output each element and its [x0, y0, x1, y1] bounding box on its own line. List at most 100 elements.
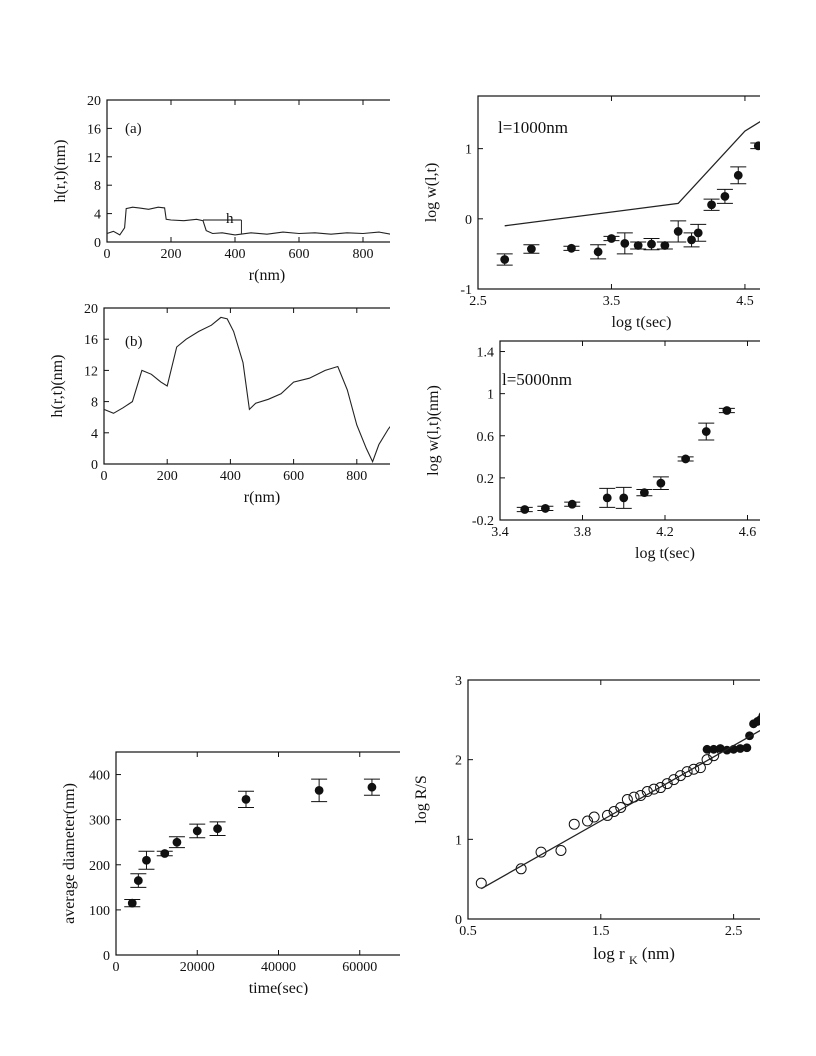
data-point: [127, 898, 137, 908]
x-tick-label: 2.5: [725, 924, 743, 939]
data-point: [668, 774, 680, 786]
x-tick-label: 20000: [180, 960, 215, 975]
y-axis-title: log w(l,t)(nm): [425, 385, 442, 476]
data-point: [648, 783, 660, 795]
data-point: [540, 504, 550, 513]
chart-e-svg: 0200004000060000800000100200300400time(s…: [61, 751, 459, 997]
data-point: [647, 239, 656, 249]
x-axis-title-main: log r: [593, 944, 629, 963]
x-axis-title: r(nm): [244, 489, 280, 506]
series-line: [480, 707, 801, 890]
annotation-label: l=1000nm: [498, 118, 568, 137]
panel-label: (b): [125, 334, 143, 350]
y-tick-label: 4: [94, 208, 101, 223]
series-line: [106, 206, 428, 237]
x-tick-label: 40000: [261, 960, 296, 975]
y-tick-label: 4: [91, 427, 98, 442]
x-tick-label: 600: [289, 247, 310, 262]
y-tick-label: 1: [455, 833, 462, 848]
data-point: [753, 141, 763, 151]
chart-c: 2.5 3.5 4.5 -1 0 1 log t(sec) log w(l,t) l=1000n…: [410, 88, 807, 333]
data-point: [367, 782, 377, 792]
x-axis-title: log r K (nm): [593, 944, 675, 965]
y-axis-title: h(r,t)(nm): [52, 140, 69, 203]
y-tick-label: 0: [465, 213, 472, 228]
plot-frame: [106, 99, 428, 243]
x-tick-label: 3.4: [491, 525, 509, 540]
y-tick-label: 0: [455, 913, 462, 928]
data-point: [526, 244, 536, 254]
y-tick-label: 8: [91, 396, 98, 411]
data-point: [567, 499, 577, 509]
chart-a-svg: 02004006008001000048121620r(nm)h(r,t)(nm…: [52, 94, 441, 284]
data-point: [241, 794, 251, 804]
chart-c-svg: 2.5 3.5 4.5 -1 0 1 log t(sec) log w(l,t) l=1000n…: [423, 95, 807, 331]
data-point: [160, 849, 170, 858]
data-point: [673, 227, 683, 236]
data-point: [593, 247, 603, 257]
data-point: [722, 406, 732, 415]
data-point: [607, 234, 616, 243]
y-tick-label: 20: [84, 302, 98, 317]
x-tick-label: 3.8: [574, 525, 592, 540]
y-tick-label: 16: [87, 122, 101, 137]
data-point: [621, 794, 633, 805]
chart-b: 02004006008001000048121620r(nm)h(r,t)(nm…: [49, 296, 434, 511]
data-point: [133, 876, 143, 885]
data-point: [582, 815, 594, 827]
y-tick-label: -0.2: [472, 514, 494, 529]
chart-b-svg: 02004006008001000048121620r(nm)h(r,t)(nm…: [49, 302, 434, 506]
x-tick-label: 400: [220, 469, 241, 484]
data-point: [720, 191, 730, 201]
data-point: [639, 488, 649, 498]
data-point: [733, 170, 743, 180]
data-point: [588, 811, 600, 823]
x-tick-label: 4.6: [739, 525, 757, 540]
data-point: [568, 818, 580, 830]
x-tick-label: 4.2: [656, 525, 674, 540]
panel-label: (a): [125, 121, 142, 137]
x-tick-label: 200: [157, 469, 178, 484]
x-tick-label: 0: [113, 960, 120, 975]
data-point: [619, 493, 629, 503]
y-tick-label: 12: [84, 364, 98, 379]
y-tick-label: -1: [460, 283, 472, 298]
x-tick-label: 0: [104, 247, 111, 262]
plot-frame: [115, 751, 442, 956]
y-axis-title: log w(l,t): [423, 163, 440, 223]
data-point: [693, 228, 703, 238]
y-tick-label: 400: [89, 769, 110, 784]
y-tick-label: 1: [487, 388, 494, 403]
plot-frame: [499, 340, 816, 521]
y-tick-label: 0.2: [477, 472, 495, 487]
x-axis-title: r(nm): [249, 267, 285, 284]
data-point: [688, 763, 700, 775]
y-axis-title: log R/S: [413, 775, 430, 823]
data-point: [655, 782, 667, 794]
y-tick-label: 1.4: [477, 346, 495, 361]
x-axis-title: log t(sec): [635, 545, 695, 562]
chart-e: 0200004000060000800000100200300400time(s…: [50, 740, 459, 997]
x-tick-label: 4.5: [736, 294, 754, 309]
data-point: [500, 255, 510, 264]
y-tick-label: 3: [455, 674, 462, 689]
y-tick-label: 8: [94, 179, 101, 194]
data-point: [555, 844, 567, 856]
y-tick-label: 1: [465, 143, 472, 158]
data-point: [192, 826, 202, 836]
x-axis-title-unit: (nm): [638, 944, 675, 963]
y-tick-label: 16: [84, 333, 98, 348]
x-tick-label: 3.5: [603, 294, 621, 309]
y-tick-label: 12: [87, 151, 101, 166]
data-point: [660, 241, 670, 250]
data-point: [656, 478, 666, 488]
data-point: [687, 235, 696, 245]
data-point: [314, 785, 324, 795]
x-tick-label: 200: [161, 247, 182, 262]
x-tick-label: 0: [101, 469, 108, 484]
y-tick-label: 0: [103, 949, 110, 964]
annotation-label: h: [226, 211, 234, 227]
x-tick-label: 60000: [342, 960, 377, 975]
